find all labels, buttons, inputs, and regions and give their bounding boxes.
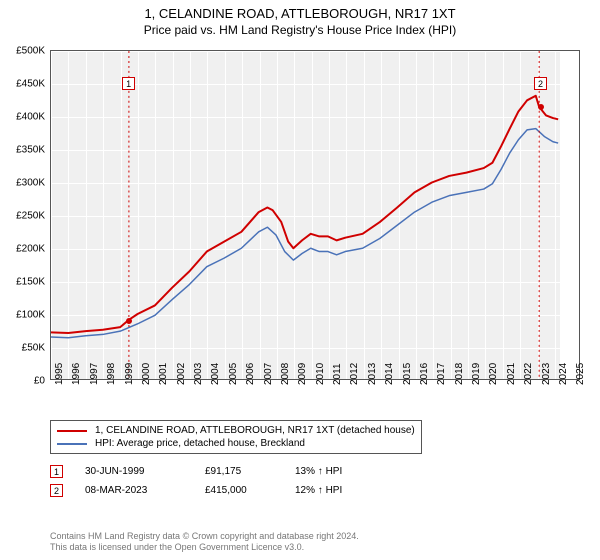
- sale-row-price: £91,175: [205, 466, 295, 477]
- sale-row-relative: 12% ↑ HPI: [295, 485, 375, 496]
- chart-lines-svg: [51, 51, 579, 380]
- y-axis-label: £450K: [16, 79, 45, 90]
- credits-block: Contains HM Land Registry data © Crown c…: [50, 531, 359, 554]
- sale-row: 1 30-JUN-1999£91,17513% ↑ HPI: [50, 462, 375, 481]
- x-axis-label: 2012: [349, 363, 360, 385]
- legend-swatch-price: [57, 430, 87, 432]
- sale-row-marker: 1: [50, 465, 63, 478]
- y-axis-label: £100K: [16, 310, 45, 321]
- series-line-price_paid: [51, 96, 558, 333]
- credits-line1: Contains HM Land Registry data © Crown c…: [50, 531, 359, 543]
- title-block: 1, CELANDINE ROAD, ATTLEBOROUGH, NR17 1X…: [0, 0, 600, 38]
- x-axis-label: 2020: [488, 363, 499, 385]
- x-axis-label: 1995: [54, 363, 65, 385]
- x-axis-label: 2009: [297, 363, 308, 385]
- x-axis-label: 2006: [245, 363, 256, 385]
- y-axis-label: £250K: [16, 211, 45, 222]
- sale-row-price: £415,000: [205, 485, 295, 496]
- x-axis-label: 2024: [558, 363, 569, 385]
- sale-row: 2 08-MAR-2023£415,00012% ↑ HPI: [50, 481, 375, 500]
- sales-table: 1 30-JUN-1999£91,17513% ↑ HPI 2 08-MAR-2023…: [50, 462, 375, 500]
- chart-wrap: 1, CELANDINE ROAD, ATTLEBOROUGH, NR17 1X…: [0, 0, 600, 560]
- x-axis-label: 2007: [263, 363, 274, 385]
- legend-label-hpi: HPI: Average price, detached house, Brec…: [95, 438, 305, 449]
- sale-row-date: 30-JUN-1999: [85, 466, 205, 477]
- y-axis-label: £500K: [16, 46, 45, 57]
- x-axis-label: 2015: [402, 363, 413, 385]
- chart-plot-area: £0£50K£100K£150K£200K£250K£300K£350K£400…: [50, 50, 580, 380]
- x-axis-label: 2021: [506, 363, 517, 385]
- x-axis-label: 2005: [228, 363, 239, 385]
- x-axis-label: 2000: [141, 363, 152, 385]
- x-axis-label: 2008: [280, 363, 291, 385]
- x-axis-label: 2004: [210, 363, 221, 385]
- x-axis-label: 1999: [124, 363, 135, 385]
- x-axis-label: 2003: [193, 363, 204, 385]
- series-line-hpi: [51, 129, 558, 338]
- x-axis-label: 2017: [436, 363, 447, 385]
- sale-row-date: 08-MAR-2023: [85, 485, 205, 496]
- x-axis-label: 2002: [176, 363, 187, 385]
- legend-swatch-hpi: [57, 443, 87, 445]
- x-axis-label: 2010: [315, 363, 326, 385]
- chart-subtitle: Price paid vs. HM Land Registry's House …: [0, 23, 600, 39]
- y-axis-label: £350K: [16, 145, 45, 156]
- sale-row-marker: 2: [50, 484, 63, 497]
- chart-title: 1, CELANDINE ROAD, ATTLEBOROUGH, NR17 1X…: [0, 6, 600, 23]
- x-axis-label: 1996: [71, 363, 82, 385]
- y-axis-label: £150K: [16, 277, 45, 288]
- x-axis-label: 2016: [419, 363, 430, 385]
- x-axis-label: 1998: [106, 363, 117, 385]
- sale-row-relative: 13% ↑ HPI: [295, 466, 375, 477]
- y-axis-label: £0: [34, 376, 45, 387]
- legend-row-price: 1, CELANDINE ROAD, ATTLEBOROUGH, NR17 1X…: [57, 424, 415, 437]
- x-axis-label: 2019: [471, 363, 482, 385]
- x-axis-label: 2025: [575, 363, 586, 385]
- legend-label-price: 1, CELANDINE ROAD, ATTLEBOROUGH, NR17 1X…: [95, 425, 415, 436]
- x-axis-label: 2014: [384, 363, 395, 385]
- y-axis-label: £50K: [22, 343, 45, 354]
- y-axis-label: £300K: [16, 178, 45, 189]
- x-axis-label: 2023: [541, 363, 552, 385]
- x-axis-label: 1997: [89, 363, 100, 385]
- x-axis-label: 2022: [523, 363, 534, 385]
- legend-row-hpi: HPI: Average price, detached house, Brec…: [57, 437, 415, 450]
- x-axis-label: 2013: [367, 363, 378, 385]
- x-axis-label: 2018: [454, 363, 465, 385]
- y-axis-label: £400K: [16, 112, 45, 123]
- sale-marker-dot: [538, 104, 544, 110]
- x-axis-label: 2011: [332, 363, 343, 385]
- sale-marker-box: 2: [534, 77, 547, 90]
- legend-box: 1, CELANDINE ROAD, ATTLEBOROUGH, NR17 1X…: [50, 420, 422, 454]
- y-axis-label: £200K: [16, 244, 45, 255]
- credits-line2: This data is licensed under the Open Gov…: [50, 542, 359, 554]
- x-axis-label: 2001: [158, 363, 169, 385]
- sale-marker-box: 1: [122, 77, 135, 90]
- sale-marker-dot: [126, 318, 132, 324]
